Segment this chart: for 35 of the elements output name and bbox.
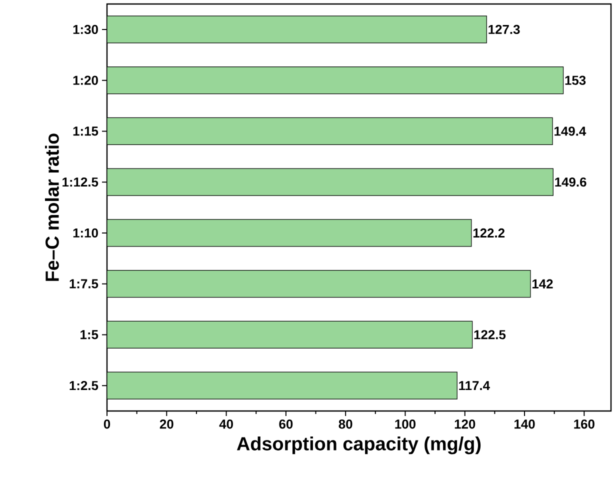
y-tick-label: 1:5 (80, 330, 98, 340)
data-label: 117.4 (459, 381, 490, 390)
y-tick-label: 1:15 (73, 126, 98, 136)
x-tick-label: 0 (104, 420, 110, 429)
bar (107, 270, 531, 298)
bar (107, 117, 553, 145)
data-label: 122.5 (474, 330, 506, 340)
x-tick-label: 80 (338, 420, 352, 429)
data-label: 149.4 (554, 126, 586, 136)
x-tick-label: 100 (395, 420, 416, 429)
bar (107, 372, 458, 400)
x-tick-label: 160 (574, 420, 594, 429)
x-tick-label: 120 (454, 420, 476, 429)
y-tick-label: 1:12.5 (62, 177, 98, 187)
data-label: 142 (532, 279, 553, 288)
y-tick-label: 1:7.5 (70, 279, 98, 288)
x-axis-title: Adsorption capacity (mg/g) (236, 436, 481, 454)
bar (107, 16, 487, 44)
bar (107, 219, 472, 247)
y-tick-label: 1:30 (73, 24, 98, 34)
data-label: 149.6 (555, 177, 586, 187)
data-label: 127.3 (488, 24, 520, 34)
x-tick-label: 60 (279, 420, 293, 429)
y-tick-label: 1:2.5 (70, 380, 98, 390)
y-tick-label: 1:20 (73, 76, 98, 85)
x-tick-label: 40 (219, 420, 233, 429)
y-tick-label: 1:10 (73, 228, 98, 238)
bar (107, 66, 564, 94)
data-label: 122.2 (473, 228, 505, 238)
x-tick-label: 140 (514, 420, 535, 429)
bar (107, 168, 554, 196)
data-label: 153 (565, 76, 586, 85)
x-tick-label: 20 (160, 420, 174, 429)
bar (107, 320, 473, 348)
y-axis-title: Fe–C molar ratio (45, 134, 59, 281)
